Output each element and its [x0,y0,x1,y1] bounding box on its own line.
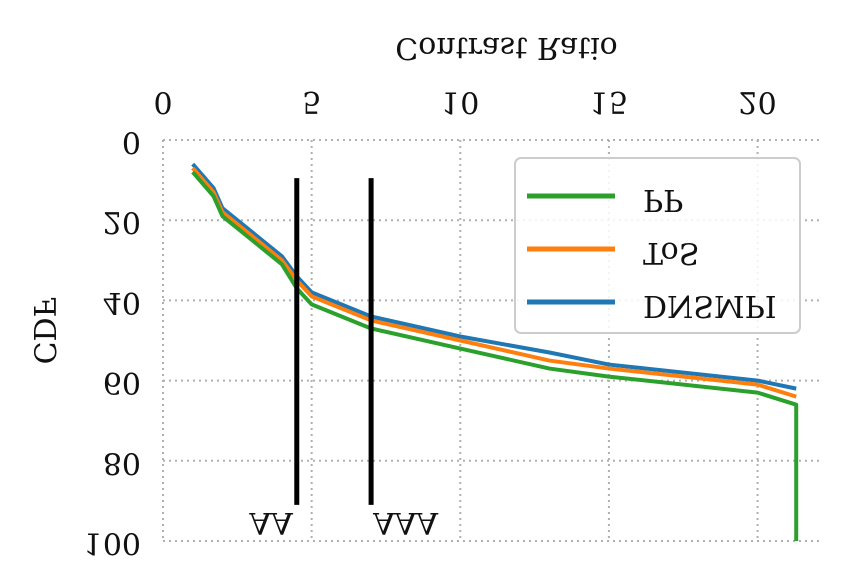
x-tick-label: 20 [738,84,776,119]
y-tick-label: 80 [103,445,141,480]
y-tick-label: 40 [103,284,141,319]
legend-label: PP [643,182,683,217]
y-tick-label: 0 [122,124,141,159]
y-axis-label: CDF [26,297,61,365]
legend-box [514,157,801,334]
y-tick-label: 60 [103,365,141,400]
legend-label: DNSMPI [643,288,777,323]
threshold-label: AA [248,505,293,540]
axis-title: Contrast Ratio [395,30,617,65]
y-tick-label: 20 [103,204,141,239]
x-tick-label: 15 [590,84,628,119]
y-tick-label: 100 [84,525,141,560]
x-tick-label: 0 [153,84,172,119]
x-tick-label: 10 [441,84,479,119]
threshold-label: AAA [372,505,438,540]
legend-label: ToS [643,235,699,270]
series-line [191,170,799,541]
x-tick-label: 5 [302,84,321,119]
